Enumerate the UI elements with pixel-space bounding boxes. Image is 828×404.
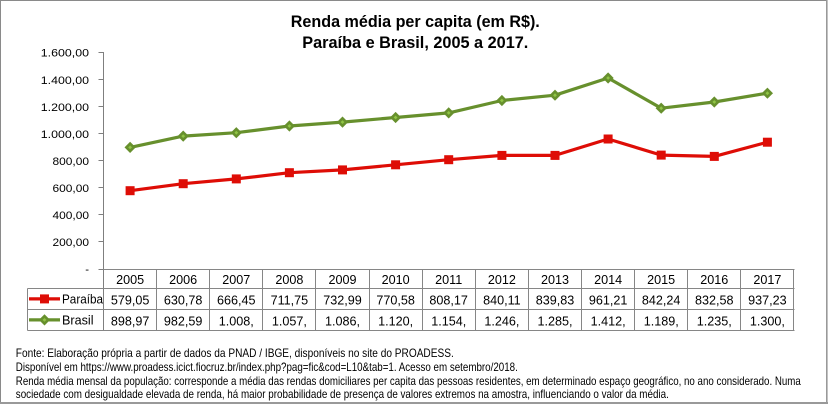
svg-text:2011: 2011 <box>435 273 462 287</box>
svg-text:Paraíba e Brasil, 2005 a 2017.: Paraíba e Brasil, 2005 a 2017. <box>302 34 528 52</box>
svg-text:2013: 2013 <box>541 273 569 287</box>
svg-text:2008: 2008 <box>275 273 303 287</box>
svg-text:1.285,: 1.285, <box>537 314 572 328</box>
svg-text:1.189,: 1.189, <box>644 314 679 328</box>
svg-text:937,23: 937,23 <box>748 293 787 307</box>
svg-text:630,78: 630,78 <box>164 293 203 307</box>
svg-text:200,00: 200,00 <box>53 237 90 249</box>
svg-text:2015: 2015 <box>647 273 675 287</box>
svg-text:1.300,: 1.300, <box>750 314 785 328</box>
svg-text:2005: 2005 <box>116 273 144 287</box>
svg-text:1.000,00: 1.000,00 <box>41 129 89 141</box>
svg-text:839,83: 839,83 <box>536 293 575 307</box>
svg-text:Disponível em https://www.proa: Disponível em https://www.proadess.icict… <box>16 360 518 374</box>
svg-text:842,24: 842,24 <box>642 293 681 307</box>
svg-text:2006: 2006 <box>169 273 197 287</box>
svg-text:1.400,00: 1.400,00 <box>41 75 89 87</box>
svg-text:808,17: 808,17 <box>429 293 468 307</box>
svg-text:961,21: 961,21 <box>589 293 628 307</box>
svg-text:732,99: 732,99 <box>323 293 362 307</box>
svg-text:Brasil: Brasil <box>62 314 94 328</box>
svg-text:2007: 2007 <box>222 273 250 287</box>
svg-text:832,58: 832,58 <box>695 293 734 307</box>
svg-text:579,05: 579,05 <box>111 293 150 307</box>
svg-text:sociedade com desigualdade ele: sociedade com desigualdade elevada de re… <box>16 387 669 401</box>
svg-text:898,97: 898,97 <box>111 314 150 328</box>
svg-text:2016: 2016 <box>700 273 728 287</box>
svg-text:2014: 2014 <box>594 273 622 287</box>
svg-text:1.246,: 1.246, <box>484 314 519 328</box>
svg-text:982,59: 982,59 <box>164 314 203 328</box>
svg-text:1.200,00: 1.200,00 <box>41 102 89 114</box>
svg-text:1.120,: 1.120, <box>378 314 413 328</box>
svg-text:1.008,: 1.008, <box>219 314 254 328</box>
svg-text:2012: 2012 <box>488 273 516 287</box>
svg-text:600,00: 600,00 <box>53 183 90 195</box>
svg-text:2017: 2017 <box>753 273 781 287</box>
svg-text:711,75: 711,75 <box>271 293 309 307</box>
svg-text:Fonte: Elaboração própria a pa: Fonte: Elaboração própria a partir de da… <box>16 346 454 360</box>
svg-text:840,11: 840,11 <box>483 293 521 307</box>
svg-text:2010: 2010 <box>382 273 410 287</box>
svg-text:1.057,: 1.057, <box>272 314 307 328</box>
svg-text:-: - <box>85 264 89 276</box>
svg-text:2009: 2009 <box>328 273 356 287</box>
svg-text:Renda média mensal da populaçã: Renda média mensal da população: corresp… <box>16 374 801 388</box>
svg-text:770,58: 770,58 <box>376 293 415 307</box>
svg-text:1.235,: 1.235, <box>697 314 732 328</box>
svg-text:1.412,: 1.412, <box>591 314 626 328</box>
svg-text:666,45: 666,45 <box>217 293 256 307</box>
svg-text:1.086,: 1.086, <box>325 314 360 328</box>
svg-text:1.600,00: 1.600,00 <box>41 48 89 60</box>
svg-text:400,00: 400,00 <box>53 210 90 222</box>
svg-text:1.154,: 1.154, <box>431 314 466 328</box>
svg-text:800,00: 800,00 <box>53 156 90 168</box>
svg-text:Renda média per capita (em R$): Renda média per capita (em R$). <box>291 13 540 31</box>
svg-text:Paraíba: Paraíba <box>62 293 103 307</box>
